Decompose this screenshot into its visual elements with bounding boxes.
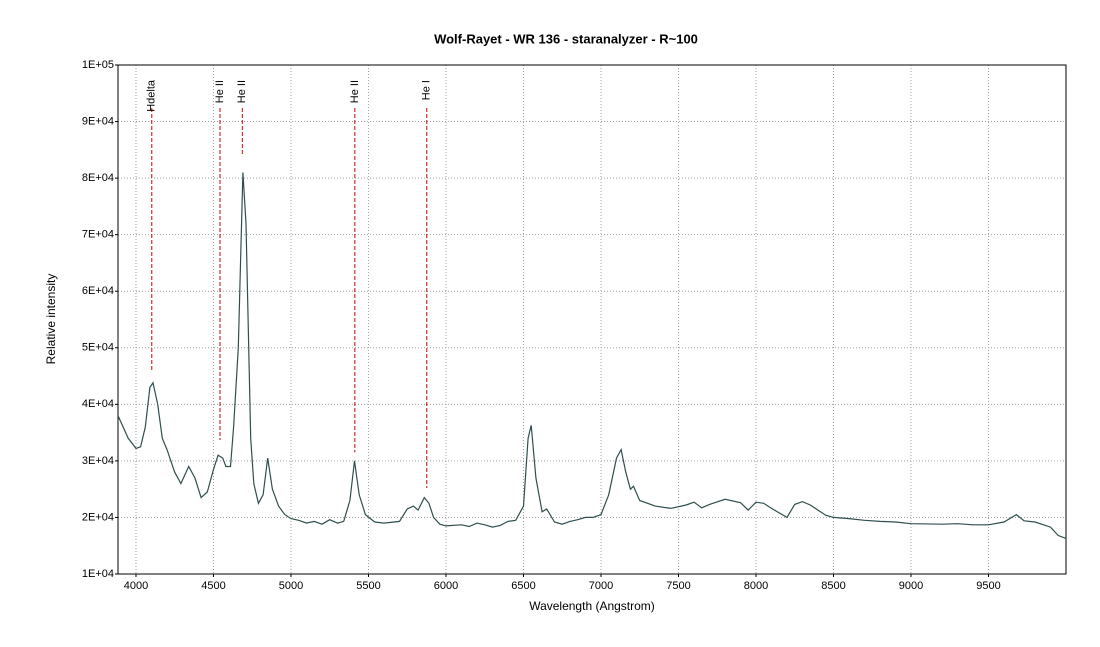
plot-frame xyxy=(117,64,1067,575)
chart-title: Wolf-Rayet - WR 136 - staranalyzer - R~1… xyxy=(434,31,698,46)
y-tick-label: 3E+04 xyxy=(82,455,114,467)
x-tick-label: 4500 xyxy=(201,580,225,592)
y-tick-label: 5E+04 xyxy=(82,342,114,354)
x-tick-label: 9000 xyxy=(899,580,923,592)
annotation-label: He I xyxy=(421,80,433,100)
y-tick-label: 8E+04 xyxy=(82,172,114,184)
x-tick-label: 9500 xyxy=(976,580,1000,592)
annotation-label: He II xyxy=(214,80,226,103)
y-tick-label: 2E+04 xyxy=(82,511,114,523)
x-tick-label: 6000 xyxy=(434,580,458,592)
spectrum-line xyxy=(117,172,1067,539)
x-tick-label: 5500 xyxy=(356,580,380,592)
x-tick-label: 4000 xyxy=(124,580,148,592)
y-tick-label: 9E+04 xyxy=(82,115,114,127)
y-tick-label: 7E+04 xyxy=(82,229,114,241)
y-tick-label: 4E+04 xyxy=(82,398,114,410)
y-tick-label: 1E+05 xyxy=(82,59,114,71)
y-tick-label: 1E+04 xyxy=(82,568,114,580)
x-tick-label: 5000 xyxy=(279,580,303,592)
x-tick-label: 7000 xyxy=(589,580,613,592)
annotation-label: He II xyxy=(236,80,248,103)
x-tick-label: 8000 xyxy=(744,580,768,592)
y-axis-label: Relative intensity xyxy=(44,274,58,365)
annotation-label: He II xyxy=(349,80,361,103)
annotation-label: Hdelta xyxy=(146,79,158,112)
x-axis-label: Wavelength (Angstrom) xyxy=(529,599,655,613)
x-tick-label: 7500 xyxy=(666,580,690,592)
x-tick-label: 6500 xyxy=(511,580,535,592)
y-tick-label: 6E+04 xyxy=(82,285,114,297)
x-tick-label: 8500 xyxy=(821,580,845,592)
